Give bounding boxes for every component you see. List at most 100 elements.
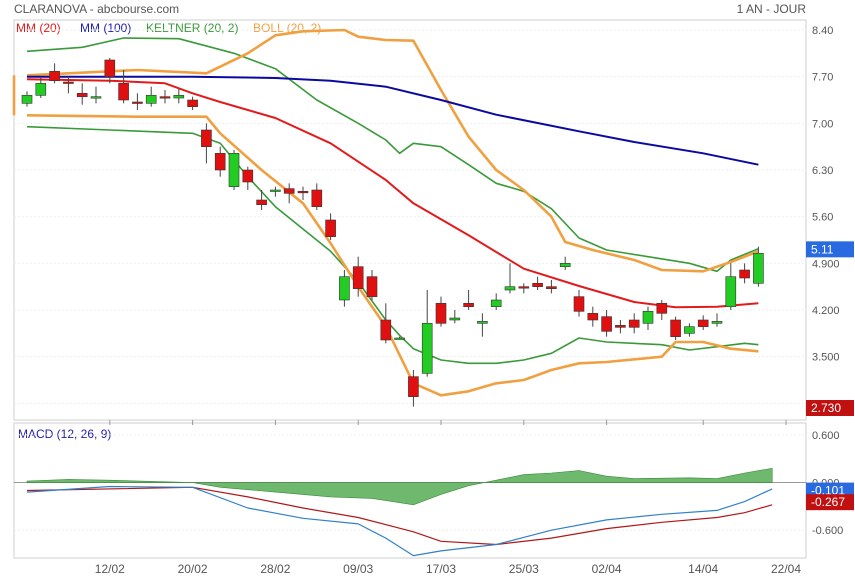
candle (449, 310, 461, 324)
candle (656, 300, 668, 320)
candle (546, 280, 557, 294)
macd-panel-title: MACD (12, 26, 9) (18, 427, 111, 441)
candle (711, 313, 723, 327)
candle (366, 270, 378, 300)
candle-body-down (615, 325, 626, 328)
mm20-line (26, 78, 759, 309)
candle (753, 246, 764, 287)
candle (684, 323, 695, 337)
x-tick-label: 09/03 (343, 562, 373, 576)
candle-body-up (725, 276, 737, 307)
x-tick-label: 17/03 (426, 562, 456, 576)
bollinger-upper-line (26, 28, 759, 273)
candle (145, 86, 157, 107)
price-tick-label: 4.900 (812, 258, 840, 270)
candle (256, 190, 267, 210)
x-tick-label: 14/04 (688, 562, 718, 576)
candlesticks (21, 58, 764, 407)
candle-body-down (132, 101, 143, 104)
candle-body-down (49, 71, 60, 81)
candle-body-down (256, 199, 267, 205)
candle (490, 293, 502, 310)
price-tick-label: 6.30 (812, 165, 833, 177)
svg-text:2.730: 2.730 (811, 401, 841, 415)
candle-body-up (339, 276, 350, 301)
svg-text:-0.101: -0.101 (811, 484, 845, 498)
candle-body-down (408, 376, 419, 397)
price-tick-label: 8.40 (812, 25, 833, 37)
candle-body-up (559, 263, 571, 267)
candle (90, 86, 102, 104)
candle-body-down (297, 191, 309, 194)
candle (187, 96, 198, 110)
candle-body-up (711, 321, 723, 324)
candle (421, 290, 433, 377)
candle (435, 296, 447, 327)
candle (628, 313, 640, 334)
candle-body-down (380, 319, 392, 341)
candle (601, 310, 612, 337)
last-price-badge: 5.11 (806, 241, 854, 258)
x-tick-label: 28/02 (260, 562, 290, 576)
candle (173, 88, 185, 104)
candle-body-up (753, 253, 764, 284)
svg-text:5.11: 5.11 (811, 242, 834, 256)
candle (21, 91, 33, 107)
legend-mm20: MM (20) (16, 21, 61, 35)
candle (132, 93, 143, 110)
candle-body-up (270, 189, 281, 192)
chart-source-title: CLARANOVA - abcbourse.com (14, 2, 179, 16)
x-tick-label: 25/03 (509, 562, 539, 576)
candle (352, 256, 364, 297)
candle-body-up (684, 326, 695, 334)
macd-histogram (26, 467, 773, 506)
candle (642, 306, 654, 330)
macd-line (26, 485, 773, 557)
macd-plot (26, 467, 773, 557)
candle-body-up (173, 95, 185, 99)
candle (201, 123, 212, 164)
candle (325, 213, 336, 240)
candle-body-down (463, 303, 474, 307)
keltner-lower-line (26, 125, 759, 365)
candle-body-down (546, 286, 557, 289)
candle-body-up (490, 299, 502, 307)
candle-body-down (201, 129, 212, 147)
candle (339, 270, 350, 307)
candle (394, 336, 405, 340)
candle (532, 276, 543, 290)
candle-body-up (504, 286, 516, 291)
legend-mm100: MM (100) (80, 21, 131, 35)
keltner-upper-line (26, 37, 759, 273)
x-tick-label: 22/04 (771, 562, 801, 576)
candle (504, 263, 516, 294)
candle (63, 76, 74, 94)
price-tick-label: 5.60 (812, 212, 833, 224)
candle (242, 166, 254, 190)
x-tick-label: 12/02 (95, 562, 125, 576)
macd-signal-line (26, 486, 773, 546)
candle-body-down (532, 283, 543, 287)
candle-body-down (187, 99, 198, 107)
candle (573, 290, 585, 317)
legend-keltner: KELTNER (20, 2) (146, 21, 238, 35)
candle (408, 370, 419, 407)
candle-body-down (118, 83, 129, 101)
candle (670, 316, 681, 340)
price-tick-label: 3.500 (812, 352, 840, 364)
candle-body-down (697, 319, 709, 327)
candle (228, 150, 240, 190)
candle-body-down (435, 303, 447, 324)
candle (615, 320, 626, 334)
price-tick-label: 7.70 (812, 72, 833, 84)
candle (380, 303, 392, 344)
candle-body-down (670, 319, 681, 337)
candle (697, 315, 709, 330)
candle-body-down (573, 296, 585, 312)
candle-body-down (739, 269, 750, 279)
candle (297, 186, 309, 200)
candle (35, 76, 47, 98)
candle (118, 70, 129, 104)
